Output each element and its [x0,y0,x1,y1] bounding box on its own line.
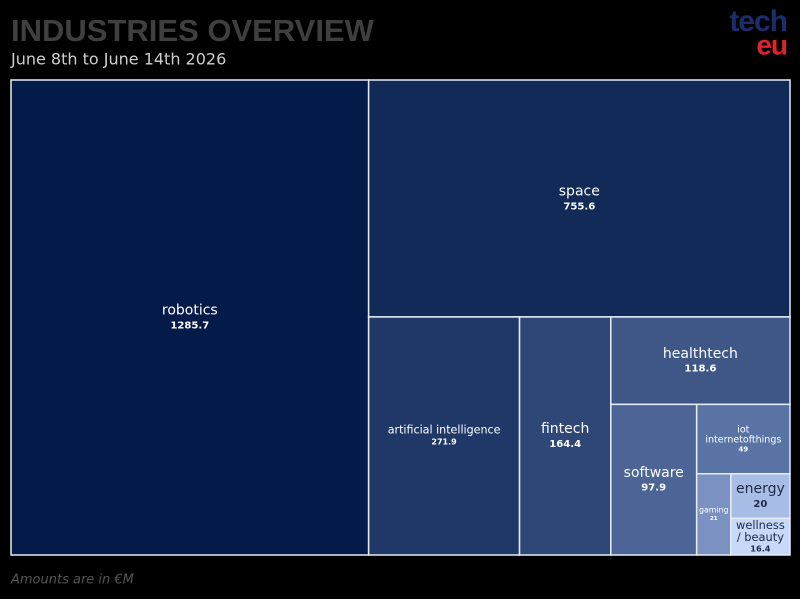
logo-top: tech [729,5,787,38]
treemap-tile [695,472,732,556]
tile-label: energy [736,481,785,497]
treemap-tile [518,316,612,556]
tile-label: iot internetofthings [705,424,781,445]
tile-label-line: internetofthings [705,434,781,445]
treemap-tile [610,316,791,406]
treemap-tile [730,517,791,556]
tile-label: gaming [699,506,728,515]
tile-value: 1285.7 [170,320,209,331]
tile-value: 164.4 [549,439,581,450]
tile-label-line: / beauty [737,530,784,544]
tile-value: 20 [753,499,767,510]
tile-label: robotics [162,303,218,319]
logo-bottom: eu [756,29,787,60]
tile-value: 16.4 [750,544,771,554]
tile-value: 49 [739,445,749,453]
tile-value: 97.9 [641,483,666,494]
chart-title: INDUSTRIES OVERVIEW [11,13,375,48]
tile-label: healthtech [663,346,738,362]
tile-label-line: iot [737,424,749,435]
tile-label: fintech [541,421,589,437]
footnote: Amounts are in €M [10,573,134,588]
tile-value: 21 [710,516,718,522]
treemap-tile [367,79,791,318]
treemap-tile [730,472,791,520]
tile-label: space [559,184,600,200]
tile-value: 271.9 [431,438,457,447]
tile-label: wellness / beauty [736,518,785,544]
treemap-tile [695,403,791,475]
tile-value: 755.6 [563,201,595,212]
tile-label: software [624,465,684,481]
treemap-tile [10,79,370,556]
treemap-tile [610,403,698,556]
tile-label-line: wellness [736,518,785,532]
treemap-tile [367,316,521,556]
tile-value: 118.6 [684,364,716,375]
chart-subtitle: June 8th to June 14th 2026 [10,50,226,69]
tile-label: artificial intelligence [388,423,501,436]
